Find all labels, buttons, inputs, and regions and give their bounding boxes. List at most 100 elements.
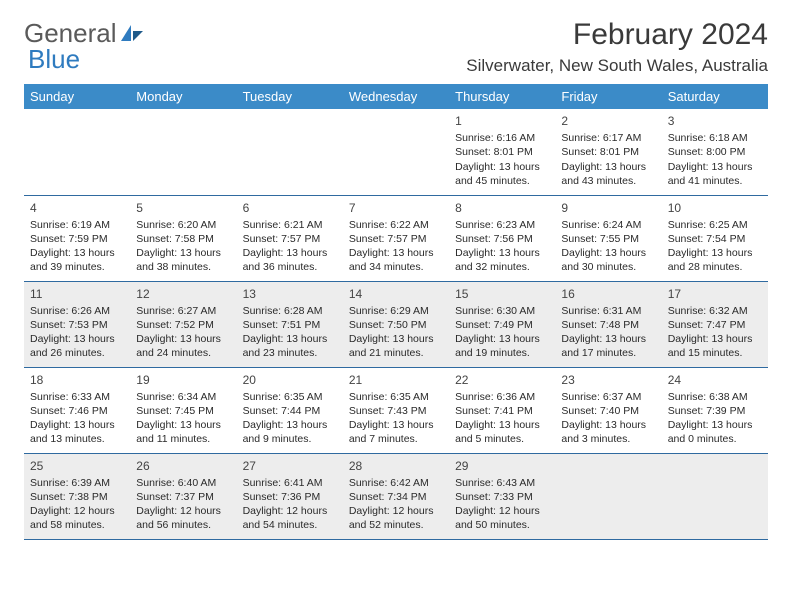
sunrise-text: Sunrise: 6:17 AM (561, 131, 655, 145)
sunset-text: Sunset: 7:57 PM (349, 232, 443, 246)
day-number: 7 (349, 200, 443, 216)
daylight-text: Daylight: 13 hours and 9 minutes. (243, 418, 337, 446)
daylight-text: Daylight: 13 hours and 21 minutes. (349, 332, 443, 360)
calendar-cell: 15Sunrise: 6:30 AMSunset: 7:49 PMDayligh… (449, 281, 555, 367)
day-header: Friday (555, 84, 661, 109)
calendar-cell (130, 109, 236, 195)
calendar-cell: 29Sunrise: 6:43 AMSunset: 7:33 PMDayligh… (449, 453, 555, 539)
calendar-row: 4Sunrise: 6:19 AMSunset: 7:59 PMDaylight… (24, 195, 768, 281)
day-number: 28 (349, 458, 443, 474)
daylight-text: Daylight: 13 hours and 24 minutes. (136, 332, 230, 360)
daylight-text: Daylight: 13 hours and 41 minutes. (668, 160, 762, 188)
sunrise-text: Sunrise: 6:20 AM (136, 218, 230, 232)
day-number: 18 (30, 372, 124, 388)
day-number: 21 (349, 372, 443, 388)
daylight-text: Daylight: 13 hours and 23 minutes. (243, 332, 337, 360)
calendar-cell: 18Sunrise: 6:33 AMSunset: 7:46 PMDayligh… (24, 367, 130, 453)
sunset-text: Sunset: 7:47 PM (668, 318, 762, 332)
daylight-text: Daylight: 13 hours and 7 minutes. (349, 418, 443, 446)
sunrise-text: Sunrise: 6:35 AM (243, 390, 337, 404)
calendar-cell: 28Sunrise: 6:42 AMSunset: 7:34 PMDayligh… (343, 453, 449, 539)
location-text: Silverwater, New South Wales, Australia (466, 56, 768, 76)
sunset-text: Sunset: 7:48 PM (561, 318, 655, 332)
sunset-text: Sunset: 7:56 PM (455, 232, 549, 246)
sunset-text: Sunset: 7:37 PM (136, 490, 230, 504)
daylight-text: Daylight: 13 hours and 38 minutes. (136, 246, 230, 274)
calendar-cell: 3Sunrise: 6:18 AMSunset: 8:00 PMDaylight… (662, 109, 768, 195)
calendar-cell: 27Sunrise: 6:41 AMSunset: 7:36 PMDayligh… (237, 453, 343, 539)
daylight-text: Daylight: 13 hours and 30 minutes. (561, 246, 655, 274)
daylight-text: Daylight: 13 hours and 13 minutes. (30, 418, 124, 446)
calendar-row: 18Sunrise: 6:33 AMSunset: 7:46 PMDayligh… (24, 367, 768, 453)
sunset-text: Sunset: 8:01 PM (455, 145, 549, 159)
sunrise-text: Sunrise: 6:43 AM (455, 476, 549, 490)
sunrise-text: Sunrise: 6:37 AM (561, 390, 655, 404)
day-number: 9 (561, 200, 655, 216)
day-number: 6 (243, 200, 337, 216)
sunrise-text: Sunrise: 6:36 AM (455, 390, 549, 404)
day-number: 22 (455, 372, 549, 388)
logo-text-blue: Blue (28, 44, 80, 75)
sunset-text: Sunset: 7:45 PM (136, 404, 230, 418)
sunset-text: Sunset: 8:00 PM (668, 145, 762, 159)
calendar-cell: 22Sunrise: 6:36 AMSunset: 7:41 PMDayligh… (449, 367, 555, 453)
sunrise-text: Sunrise: 6:21 AM (243, 218, 337, 232)
sunset-text: Sunset: 7:41 PM (455, 404, 549, 418)
daylight-text: Daylight: 13 hours and 17 minutes. (561, 332, 655, 360)
calendar-row: 11Sunrise: 6:26 AMSunset: 7:53 PMDayligh… (24, 281, 768, 367)
daylight-text: Daylight: 13 hours and 0 minutes. (668, 418, 762, 446)
sunrise-text: Sunrise: 6:22 AM (349, 218, 443, 232)
sunrise-text: Sunrise: 6:16 AM (455, 131, 549, 145)
calendar-header-row: SundayMondayTuesdayWednesdayThursdayFrid… (24, 84, 768, 109)
calendar-cell: 26Sunrise: 6:40 AMSunset: 7:37 PMDayligh… (130, 453, 236, 539)
sunset-text: Sunset: 7:53 PM (30, 318, 124, 332)
day-number: 1 (455, 113, 549, 129)
sunrise-text: Sunrise: 6:34 AM (136, 390, 230, 404)
day-number: 29 (455, 458, 549, 474)
sunset-text: Sunset: 7:54 PM (668, 232, 762, 246)
calendar-cell: 10Sunrise: 6:25 AMSunset: 7:54 PMDayligh… (662, 195, 768, 281)
sunset-text: Sunset: 8:01 PM (561, 145, 655, 159)
calendar-cell: 8Sunrise: 6:23 AMSunset: 7:56 PMDaylight… (449, 195, 555, 281)
sunset-text: Sunset: 7:52 PM (136, 318, 230, 332)
daylight-text: Daylight: 13 hours and 45 minutes. (455, 160, 549, 188)
day-number: 20 (243, 372, 337, 388)
daylight-text: Daylight: 13 hours and 36 minutes. (243, 246, 337, 274)
sunset-text: Sunset: 7:59 PM (30, 232, 124, 246)
day-number: 23 (561, 372, 655, 388)
day-header: Wednesday (343, 84, 449, 109)
day-number: 3 (668, 113, 762, 129)
sunrise-text: Sunrise: 6:42 AM (349, 476, 443, 490)
sunset-text: Sunset: 7:36 PM (243, 490, 337, 504)
daylight-text: Daylight: 13 hours and 43 minutes. (561, 160, 655, 188)
day-number: 8 (455, 200, 549, 216)
calendar-cell (555, 453, 661, 539)
daylight-text: Daylight: 13 hours and 32 minutes. (455, 246, 549, 274)
day-header: Sunday (24, 84, 130, 109)
calendar-cell: 7Sunrise: 6:22 AMSunset: 7:57 PMDaylight… (343, 195, 449, 281)
sunrise-text: Sunrise: 6:24 AM (561, 218, 655, 232)
sunrise-text: Sunrise: 6:29 AM (349, 304, 443, 318)
sunset-text: Sunset: 7:57 PM (243, 232, 337, 246)
sunrise-text: Sunrise: 6:26 AM (30, 304, 124, 318)
sunset-text: Sunset: 7:58 PM (136, 232, 230, 246)
calendar-cell: 14Sunrise: 6:29 AMSunset: 7:50 PMDayligh… (343, 281, 449, 367)
sunrise-text: Sunrise: 6:40 AM (136, 476, 230, 490)
daylight-text: Daylight: 12 hours and 50 minutes. (455, 504, 549, 532)
day-number: 26 (136, 458, 230, 474)
calendar-row: 1Sunrise: 6:16 AMSunset: 8:01 PMDaylight… (24, 109, 768, 195)
sunrise-text: Sunrise: 6:27 AM (136, 304, 230, 318)
calendar-cell: 23 Sunrise: 6:37 AMSunset: 7:40 PMDayligh… (555, 367, 661, 453)
sunset-text: Sunset: 7:40 PM (561, 404, 655, 418)
day-number: 13 (243, 286, 337, 302)
calendar-cell: 11Sunrise: 6:26 AMSunset: 7:53 PMDayligh… (24, 281, 130, 367)
sunrise-text: Sunrise: 6:25 AM (668, 218, 762, 232)
daylight-text: Daylight: 13 hours and 3 minutes. (561, 418, 655, 446)
daylight-text: Daylight: 12 hours and 54 minutes. (243, 504, 337, 532)
calendar-cell: 19Sunrise: 6:34 AMSunset: 7:45 PMDayligh… (130, 367, 236, 453)
day-number: 5 (136, 200, 230, 216)
daylight-text: Daylight: 13 hours and 19 minutes. (455, 332, 549, 360)
calendar-row: 25Sunrise: 6:39 AMSunset: 7:38 PMDayligh… (24, 453, 768, 539)
day-header: Monday (130, 84, 236, 109)
calendar-cell: 24Sunrise: 6:38 AMSunset: 7:39 PMDayligh… (662, 367, 768, 453)
